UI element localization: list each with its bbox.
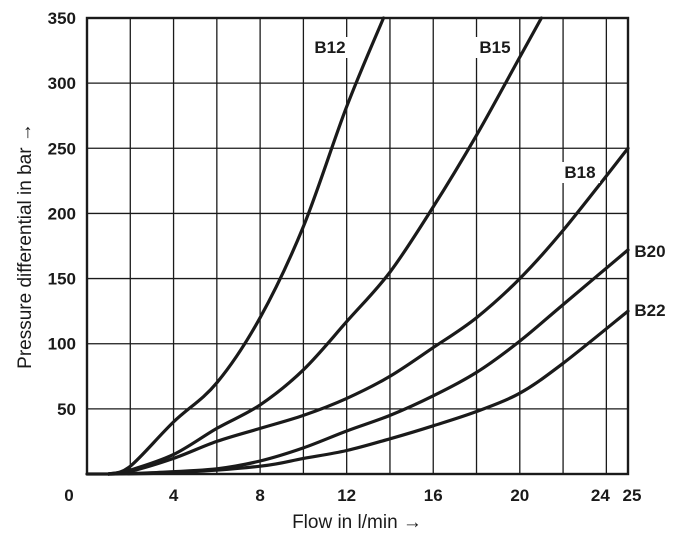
y-axis-title: Pressure differential in bar → — [15, 123, 36, 369]
y-tick-label: 300 — [48, 74, 76, 93]
x-axis-title: Flow in l/min → — [292, 512, 422, 533]
series-label-b20: B20 — [634, 242, 665, 261]
x-tick-label: 24 — [591, 486, 610, 505]
y-tick-label: 100 — [48, 335, 76, 354]
x-tick-label: 16 — [424, 486, 443, 505]
y-tick-labels: 50 100 150 200 250 300 350 — [48, 9, 76, 419]
series-label-background — [560, 162, 600, 183]
series-label-b18: B18 — [564, 163, 595, 182]
curve-b22 — [107, 309, 630, 476]
series-label-b22: B22 — [634, 301, 665, 320]
x-tick-label: 20 — [510, 486, 529, 505]
series-label-b15: B15 — [479, 38, 510, 57]
x-tick-label: 25 — [623, 486, 642, 505]
series-labels: B12 B15 B18 B20 B22 — [310, 37, 666, 320]
series-label-background — [475, 37, 515, 58]
y-tick-label: 50 — [57, 400, 76, 419]
series-label-background — [310, 37, 350, 58]
x-tick-label: 0 — [64, 486, 73, 505]
curves — [85, 16, 630, 476]
series-label-b12: B12 — [314, 38, 345, 57]
x-tick-label: 4 — [169, 486, 179, 505]
y-tick-label: 150 — [48, 270, 76, 289]
curve-b20 — [107, 248, 630, 476]
grid — [87, 18, 628, 474]
curve-b15 — [107, 16, 543, 476]
x-tick-labels: 0 4 8 12 16 20 24 25 — [64, 486, 641, 505]
y-tick-label: 200 — [48, 204, 76, 223]
y-tick-label: 250 — [48, 139, 76, 158]
x-tick-label: 8 — [255, 486, 264, 505]
plot-frame — [85, 16, 630, 476]
curve-b18 — [107, 146, 630, 476]
x-tick-label: 12 — [337, 486, 356, 505]
curve-b12 — [107, 16, 386, 476]
y-tick-label: 350 — [48, 9, 76, 28]
